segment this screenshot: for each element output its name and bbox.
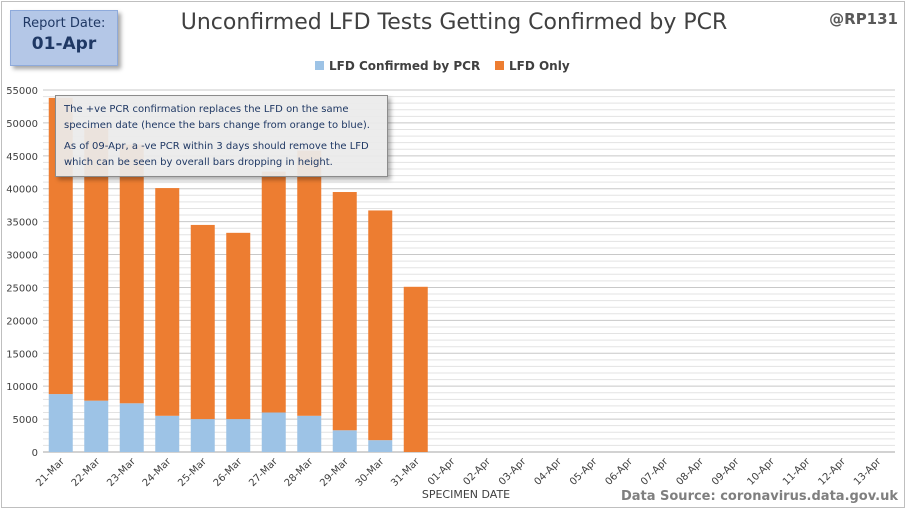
y-tick-label: 10000	[6, 382, 38, 393]
legend-swatch-confirmed	[315, 61, 324, 70]
y-tick-label: 20000	[6, 316, 38, 327]
bar-segment-lfd-only	[155, 188, 180, 416]
bar-segment-confirmed	[261, 412, 286, 452]
author-handle: @RP131	[829, 10, 898, 28]
y-tick-label: 30000	[6, 251, 38, 262]
x-tick-label: 02-Apr	[461, 456, 493, 488]
y-tick-label: 25000	[6, 283, 38, 294]
legend: LFD Confirmed by PCR LFD Only	[315, 59, 570, 73]
x-tick-label: 05-Apr	[568, 456, 600, 488]
bar-segment-lfd-only	[297, 150, 322, 416]
legend-label-lfd-only: LFD Only	[509, 59, 570, 73]
annotation-line-2: As of 09-Apr, a -ve PCR within 3 days sh…	[64, 141, 369, 168]
x-tick-label: 12-Apr	[816, 456, 848, 488]
y-tick-label: 40000	[6, 185, 38, 196]
legend-label-confirmed: LFD Confirmed by PCR	[329, 59, 480, 73]
bar-segment-lfd-only	[226, 232, 251, 420]
data-source: Data Source: coronavirus.data.gov.uk	[620, 489, 898, 504]
bar-segment-confirmed	[190, 419, 215, 452]
y-tick-label: 35000	[6, 218, 38, 229]
x-tick-label: 31-Mar	[389, 456, 422, 489]
report-date-value: 01-Apr	[31, 34, 97, 54]
x-axis-label: SPECIMEN DATE	[422, 488, 510, 501]
bar-segment-confirmed	[155, 415, 180, 452]
bar-segment-lfd-only	[403, 286, 428, 452]
annotation-line-1: The +ve PCR confirmation replaces the LF…	[64, 104, 370, 131]
bar-segment-confirmed	[48, 394, 73, 452]
x-tick-label: 10-Apr	[745, 456, 777, 488]
gridlines	[43, 89, 895, 453]
x-tick-label: 06-Apr	[603, 456, 635, 488]
x-axis-ticks: 21-Mar 22-Mar 23-Mar 24-Mar 25-Mar 26-Mar 27-M…	[34, 456, 884, 489]
chart-title: Unconfirmed LFD Tests Getting Confirmed …	[180, 10, 728, 35]
x-tick-label: 24-Mar	[141, 456, 174, 489]
bar-segment-confirmed	[368, 440, 393, 452]
y-tick-label: 55000	[6, 86, 38, 97]
y-tick-label: 5000	[13, 415, 38, 426]
annotation-box: The +ve PCR confirmation replaces the LF…	[55, 95, 388, 177]
y-tick-label: 45000	[6, 152, 38, 163]
x-tick-label: 23-Mar	[105, 456, 138, 489]
x-tick-label: 07-Apr	[639, 456, 671, 488]
bar-segment-confirmed	[119, 403, 144, 452]
x-tick-label: 27-Mar	[247, 456, 280, 489]
x-tick-label: 13-Apr	[852, 456, 884, 488]
y-tick-label: 50000	[6, 119, 38, 130]
bar-segment-confirmed	[332, 430, 357, 452]
bar-segment-confirmed	[226, 419, 251, 452]
x-tick-label: 01-Apr	[426, 456, 458, 488]
x-tick-label: 28-Mar	[283, 456, 316, 489]
y-tick-label: 15000	[6, 349, 38, 360]
x-tick-label: 03-Apr	[497, 456, 529, 488]
bar-segment-lfd-only	[332, 192, 357, 431]
bar-segment-confirmed	[297, 415, 322, 452]
x-tick-label: 30-Mar	[354, 456, 387, 489]
bar-segment-lfd-only	[261, 171, 286, 413]
report-date-label: Report Date:	[22, 16, 106, 31]
x-tick-label: 11-Apr	[781, 456, 813, 488]
legend-swatch-lfd-only	[495, 61, 504, 70]
bar-segment-lfd-only	[190, 224, 215, 420]
x-tick-label: 26-Mar	[212, 456, 245, 489]
x-tick-label: 29-Mar	[318, 456, 351, 489]
x-tick-label: 04-Apr	[532, 456, 564, 488]
x-tick-label: 22-Mar	[70, 456, 103, 489]
bar-segment-lfd-only	[119, 144, 144, 404]
x-tick-label: 09-Apr	[710, 456, 742, 488]
x-tick-label: 25-Mar	[176, 456, 209, 489]
bar-segment-lfd-only	[368, 210, 393, 441]
x-tick-label: 21-Mar	[34, 456, 67, 489]
report-date-box: Report Date: 01-Apr	[10, 10, 118, 66]
x-tick-label: 08-Apr	[674, 456, 706, 488]
y-axis-ticks: 0 5000 10000 15000 20000 25000 30000 35000 40000…	[6, 86, 38, 459]
bars	[48, 97, 428, 452]
y-tick-label: 0	[32, 448, 38, 459]
bar-segment-confirmed	[84, 400, 109, 452]
